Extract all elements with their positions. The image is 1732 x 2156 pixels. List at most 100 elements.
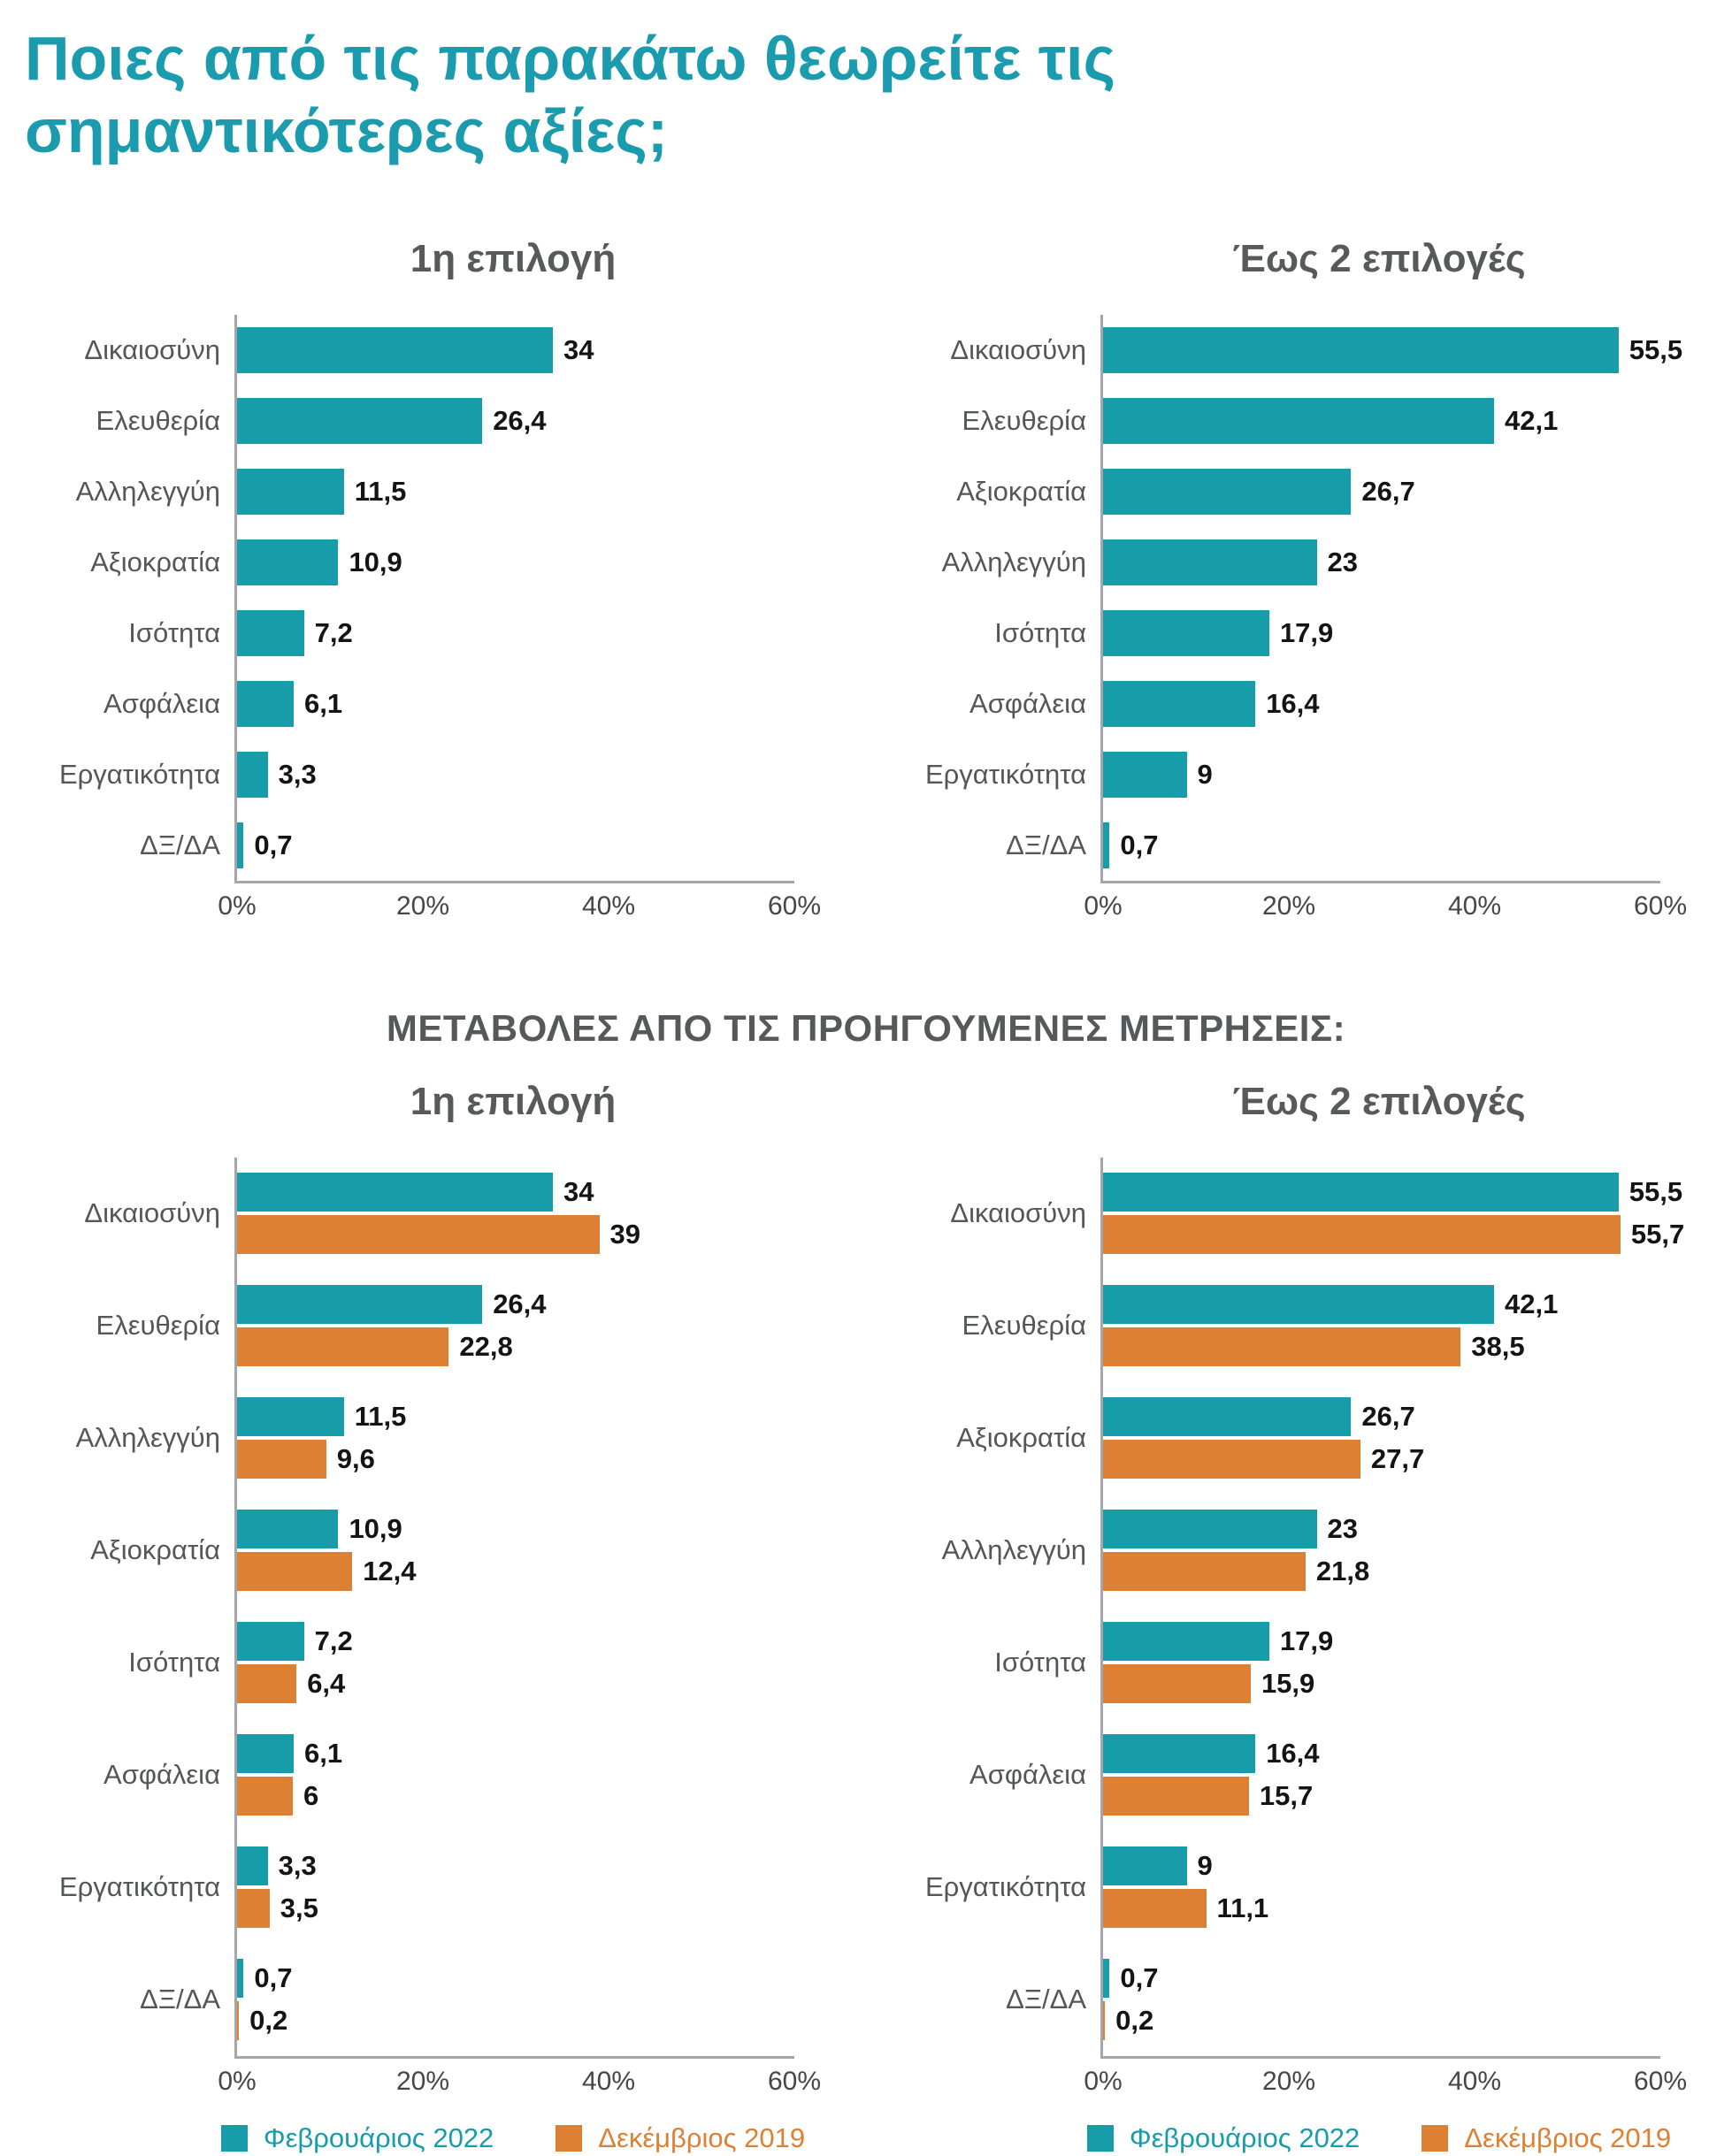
bar-feb-2022 <box>237 1510 339 1549</box>
bar-group: 42,1 <box>1103 386 1660 456</box>
bar-value-label: 22,8 <box>459 1331 513 1363</box>
bar-wrap: 6,4 <box>237 1664 794 1704</box>
x-tick-label: 0% <box>218 891 257 921</box>
category-label: Αξιοκρατία <box>90 546 220 577</box>
bar-value-label: 9 <box>1197 1850 1213 1882</box>
bar-wrap: 6 <box>237 1777 794 1816</box>
category-label: Δικαιοσύνη <box>950 333 1086 365</box>
bar-feb-2022 <box>237 326 553 373</box>
legend-item-feb-2022: Φεβρουάριος 2022 <box>1086 2122 1360 2154</box>
bar-wrap: 21,8 <box>1103 1552 1660 1592</box>
category-labels-column: Δικαιοσύνη Ελευθερία Αξιοκρατία Αλληλεγγύη Ι… <box>884 315 1100 883</box>
bar-feb-2022 <box>1103 539 1317 585</box>
bar-value-label: 42,1 <box>1505 1288 1559 1320</box>
bar-feb-2022 <box>1103 680 1256 727</box>
x-tick-label: 60% <box>1633 891 1688 921</box>
bar-dec-2019 <box>1103 1664 1251 1704</box>
bar-wrap: 16,4 <box>1103 680 1660 727</box>
x-tick-label: 60% <box>1633 2066 1688 2096</box>
category-labels-column: Δικαιοσύνη Ελευθερία Αλληλεγγύη Αξιοκρατία Ι… <box>18 1158 234 2059</box>
bar-dec-2019 <box>237 1440 326 1479</box>
bar-wrap: 55,5 <box>1103 1173 1682 1212</box>
bar-group: 9 11,1 <box>1103 1831 1660 1944</box>
bar-value-label: 16,4 <box>1266 1738 1320 1770</box>
category-label: Εργατικότητα <box>58 758 220 790</box>
category-label: Δικαιοσύνη <box>950 1197 1086 1229</box>
chart-title: Έως 2 επιλογές <box>1232 236 1526 280</box>
x-tick-label: 20% <box>395 891 450 921</box>
bar-feb-2022 <box>237 1734 295 1774</box>
bar-wrap: 15,9 <box>1103 1664 1660 1704</box>
bar-feb-2022 <box>1103 397 1495 444</box>
bar-group: 17,9 <box>1103 598 1660 669</box>
bar-wrap: 26,4 <box>237 397 794 444</box>
bar-group: 0,7 0,2 <box>1103 1944 1660 2056</box>
chart-body: Δικαιοσύνη Ελευθερία Αλληλεγγύη Αξιοκρατία Ι… <box>18 1157 848 2096</box>
bar-feb-2022 <box>1103 1846 1187 1886</box>
bar-dec-2019 <box>237 1552 353 1592</box>
category-label: ΔΞ/ΔΑ <box>1006 1984 1086 2015</box>
chart-first-choice: 1η επιλογή Δικαιοσύνη Ελευθερία Αλληλεγγύη Α… <box>18 236 848 921</box>
bar-value-label: 55,5 <box>1629 333 1683 365</box>
bar-wrap: 0,2 <box>1103 2001 1660 2041</box>
bar-group: 9 <box>1103 739 1660 810</box>
category-label: Εργατικότητα <box>924 1871 1086 1903</box>
bar-wrap: 27,7 <box>1103 1440 1660 1479</box>
bar-value-label: 6,1 <box>304 687 343 719</box>
bar-value-label: 10,9 <box>349 1513 402 1545</box>
bar-value-label: 42,1 <box>1505 404 1559 436</box>
bar-value-label: 9,6 <box>336 1443 375 1475</box>
bar-value-label: 26,4 <box>493 404 547 436</box>
legend-label: Φεβρουάριος 2022 <box>263 2122 494 2153</box>
bar-feb-2022 <box>237 1173 553 1212</box>
bar-value-label: 11,1 <box>1216 1892 1269 1924</box>
legend-swatch <box>1422 2124 1449 2152</box>
bar-group: 23 <box>1103 527 1660 598</box>
bar-dec-2019 <box>237 1215 600 1255</box>
bar-value-label: 39 <box>609 1219 640 1250</box>
bar-feb-2022 <box>237 751 268 798</box>
bar-wrap: 17,9 <box>1103 609 1660 656</box>
bar-wrap: 42,1 <box>1103 397 1660 444</box>
bar-wrap: 39 <box>237 1215 794 1255</box>
x-tick-label: 40% <box>1447 2066 1502 2096</box>
bar-value-label: 3,5 <box>280 1892 318 1924</box>
plot-area: 55,5 42,1 26,7 23 17,9 16,4 9 0,7 0% 20% 40% 60% <box>1084 314 1687 921</box>
bar-group: 10,9 <box>237 527 794 598</box>
bar-value-label: 34 <box>563 1176 594 1208</box>
chart-body: Δικαιοσύνη Ελευθερία Αξιοκρατία Αλληλεγγύη Ι… <box>884 1157 1714 2096</box>
plot-area: 34 26,4 11,5 10,9 7,2 6,1 3,3 0,7 0% 20% 40% 60% <box>218 314 821 921</box>
legend-label: Δεκέμβριος 2019 <box>598 2122 806 2153</box>
chart-title: 1η επιλογή <box>410 236 617 280</box>
category-label: Αλληλεγγύη <box>75 475 220 507</box>
bar-feb-2022 <box>237 822 244 868</box>
bar-group: 55,5 <box>1103 315 1682 386</box>
bar-dec-2019 <box>1103 1215 1621 1255</box>
bar-wrap: 7,2 <box>237 1622 794 1662</box>
legend: Φεβρουάριος 2022 Δεκέμβριος 2019 <box>220 2122 805 2154</box>
bar-value-label: 11,5 <box>354 475 407 507</box>
category-label: Ελευθερία <box>96 404 220 436</box>
x-tick-label: 40% <box>581 891 636 921</box>
bar-value-label: 9 <box>1197 758 1213 790</box>
bar-wrap: 11,1 <box>1103 1889 1660 1929</box>
bar-group: 23 21,8 <box>1103 1495 1660 1607</box>
bar-group: 34 39 <box>237 1158 794 1270</box>
legend: Φεβρουάριος 2022 Δεκέμβριος 2019 <box>1086 2122 1671 2154</box>
category-label: Αξιοκρατία <box>90 1534 220 1566</box>
bar-group: 7,2 <box>237 598 794 669</box>
bar-group: 0,7 0,2 <box>237 1944 794 2056</box>
bar-group: 55,5 55,7 <box>1103 1158 1684 1270</box>
category-label: ΔΞ/ΔΑ <box>140 1984 220 2015</box>
bar-value-label: 12,4 <box>363 1556 417 1587</box>
bar-wrap: 0,2 <box>237 2001 794 2041</box>
legend-item-feb-2022: Φεβρουάριος 2022 <box>220 2122 494 2154</box>
bar-value-label: 7,2 <box>314 1625 353 1657</box>
bar-wrap: 0,7 <box>237 1959 794 1999</box>
bar-wrap: 26,7 <box>1103 468 1660 515</box>
bar-value-label: 38,5 <box>1471 1331 1525 1363</box>
x-tick-label: 40% <box>581 2066 636 2096</box>
category-label: ΔΞ/ΔΑ <box>1006 829 1086 860</box>
bar-value-label: 55,7 <box>1630 1219 1685 1250</box>
